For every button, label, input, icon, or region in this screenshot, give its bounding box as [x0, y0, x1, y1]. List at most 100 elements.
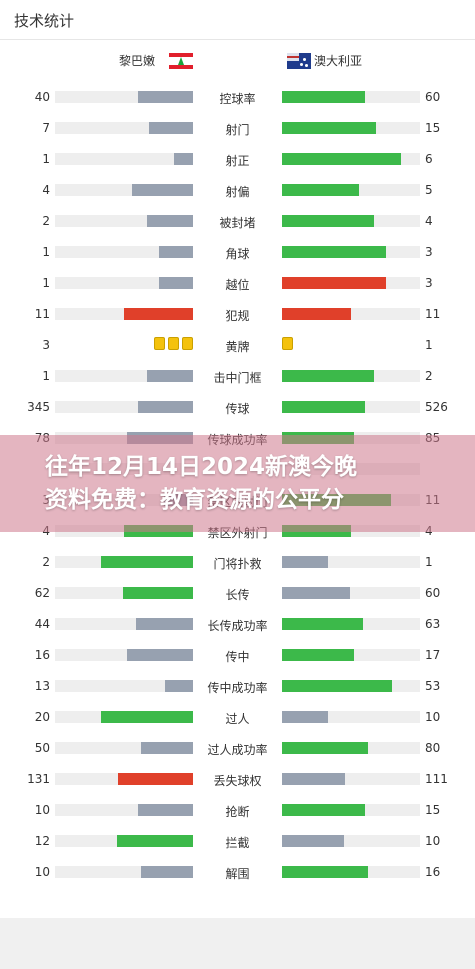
lebanon-flag-icon	[169, 53, 193, 69]
stat-label: 长传成功率	[196, 617, 279, 634]
home-value: 1	[0, 369, 50, 383]
home-value: 3	[0, 338, 50, 352]
away-bar-track	[282, 680, 420, 692]
stat-label: 过人成功率	[196, 741, 279, 758]
away-value: 60	[425, 90, 440, 104]
yellow-card-icon	[282, 337, 293, 350]
home-bar-track	[55, 370, 193, 382]
away-value: 80	[425, 741, 440, 755]
home-value: 44	[0, 617, 50, 631]
home-bar	[141, 866, 193, 878]
away-bar	[282, 866, 368, 878]
away-value: 63	[425, 617, 440, 631]
away-value: 15	[425, 121, 440, 135]
away-bar-track	[282, 618, 420, 630]
home-bar-track	[55, 401, 193, 413]
stat-label: 拦截	[196, 834, 279, 851]
stat-label: 击中门框	[196, 369, 279, 386]
home-value: 13	[0, 679, 50, 693]
home-value: 16	[0, 648, 50, 662]
home-value: 12	[0, 834, 50, 848]
teams-header: 黎巴嫩 澳大利亚	[0, 40, 475, 80]
away-value: 526	[425, 400, 448, 414]
away-bar-track	[282, 153, 420, 165]
home-bar	[118, 773, 193, 785]
home-bar	[174, 153, 193, 165]
stat-row: 3 黄牌 1	[0, 329, 475, 360]
overlay-banner: 往年12月14日2024新澳今晚 资料免费：教育资源的公平分	[0, 435, 475, 532]
home-bar-track	[55, 680, 193, 692]
stat-row: 1 越位 3	[0, 267, 475, 298]
home-bar-track	[55, 587, 193, 599]
home-value: 2	[0, 214, 50, 228]
stat-row: 345 传球 526	[0, 391, 475, 422]
away-bar	[282, 680, 392, 692]
home-value: 1	[0, 245, 50, 259]
stat-row: 4 射偏 5	[0, 174, 475, 205]
home-bar	[141, 742, 193, 754]
home-bar-track	[55, 215, 193, 227]
stat-row: 62 长传 60	[0, 577, 475, 608]
away-team: 澳大利亚	[287, 52, 362, 69]
away-value: 4	[425, 214, 433, 228]
away-value: 111	[425, 772, 448, 786]
home-bar-track	[55, 866, 193, 878]
away-value: 10	[425, 710, 440, 724]
home-bar	[101, 711, 193, 723]
away-bar	[282, 91, 365, 103]
yellow-card-icon	[168, 337, 179, 350]
away-bar-track	[282, 711, 420, 723]
away-bar-track	[282, 649, 420, 661]
home-bar	[165, 680, 193, 692]
stat-row: 2 门将扑救 1	[0, 546, 475, 577]
away-bar-track	[282, 308, 420, 320]
home-bar	[136, 618, 193, 630]
stat-label: 越位	[196, 276, 279, 293]
home-bar	[127, 649, 193, 661]
stat-row: 10 抢断 15	[0, 794, 475, 825]
away-bar	[282, 711, 328, 723]
away-value: 11	[425, 307, 440, 321]
stat-row: 13 传中成功率 53	[0, 670, 475, 701]
page-title: 技术统计	[0, 0, 475, 40]
home-bar	[124, 308, 193, 320]
away-bar	[282, 773, 345, 785]
away-bar	[282, 153, 401, 165]
stat-label: 黄牌	[196, 338, 279, 355]
stat-row: 12 拦截 10	[0, 825, 475, 856]
away-bar-track	[282, 835, 420, 847]
stat-row: 1 角球 3	[0, 236, 475, 267]
australia-flag-icon	[287, 53, 311, 69]
away-bar	[282, 215, 374, 227]
stat-label: 丢失球权	[196, 772, 279, 789]
footer-bar	[0, 918, 475, 969]
stat-row: 131 丢失球权 111	[0, 763, 475, 794]
home-bar-track	[55, 618, 193, 630]
stat-row: 1 射正 6	[0, 143, 475, 174]
home-bar	[132, 184, 193, 196]
stat-row: 50 过人成功率 80	[0, 732, 475, 763]
home-value: 131	[0, 772, 50, 786]
home-bar	[138, 401, 193, 413]
home-bar	[147, 370, 193, 382]
stat-label: 射正	[196, 152, 279, 169]
away-bar	[282, 556, 328, 568]
away-bar-track	[282, 773, 420, 785]
stat-label: 长传	[196, 586, 279, 603]
home-bar-track	[55, 649, 193, 661]
stat-label: 传中	[196, 648, 279, 665]
away-value: 2	[425, 369, 433, 383]
stat-row: 1 击中门框 2	[0, 360, 475, 391]
home-bar-track	[55, 184, 193, 196]
stat-row: 10 解围 16	[0, 856, 475, 887]
away-bar	[282, 835, 344, 847]
home-value: 20	[0, 710, 50, 724]
away-value: 6	[425, 152, 433, 166]
stat-label: 门将扑救	[196, 555, 279, 572]
away-bar	[282, 308, 351, 320]
home-bar-track	[55, 277, 193, 289]
stat-label: 传球	[196, 400, 279, 417]
stat-row: 40 控球率 60	[0, 81, 475, 112]
home-bar-track	[55, 153, 193, 165]
yellow-card-icon	[154, 337, 165, 350]
